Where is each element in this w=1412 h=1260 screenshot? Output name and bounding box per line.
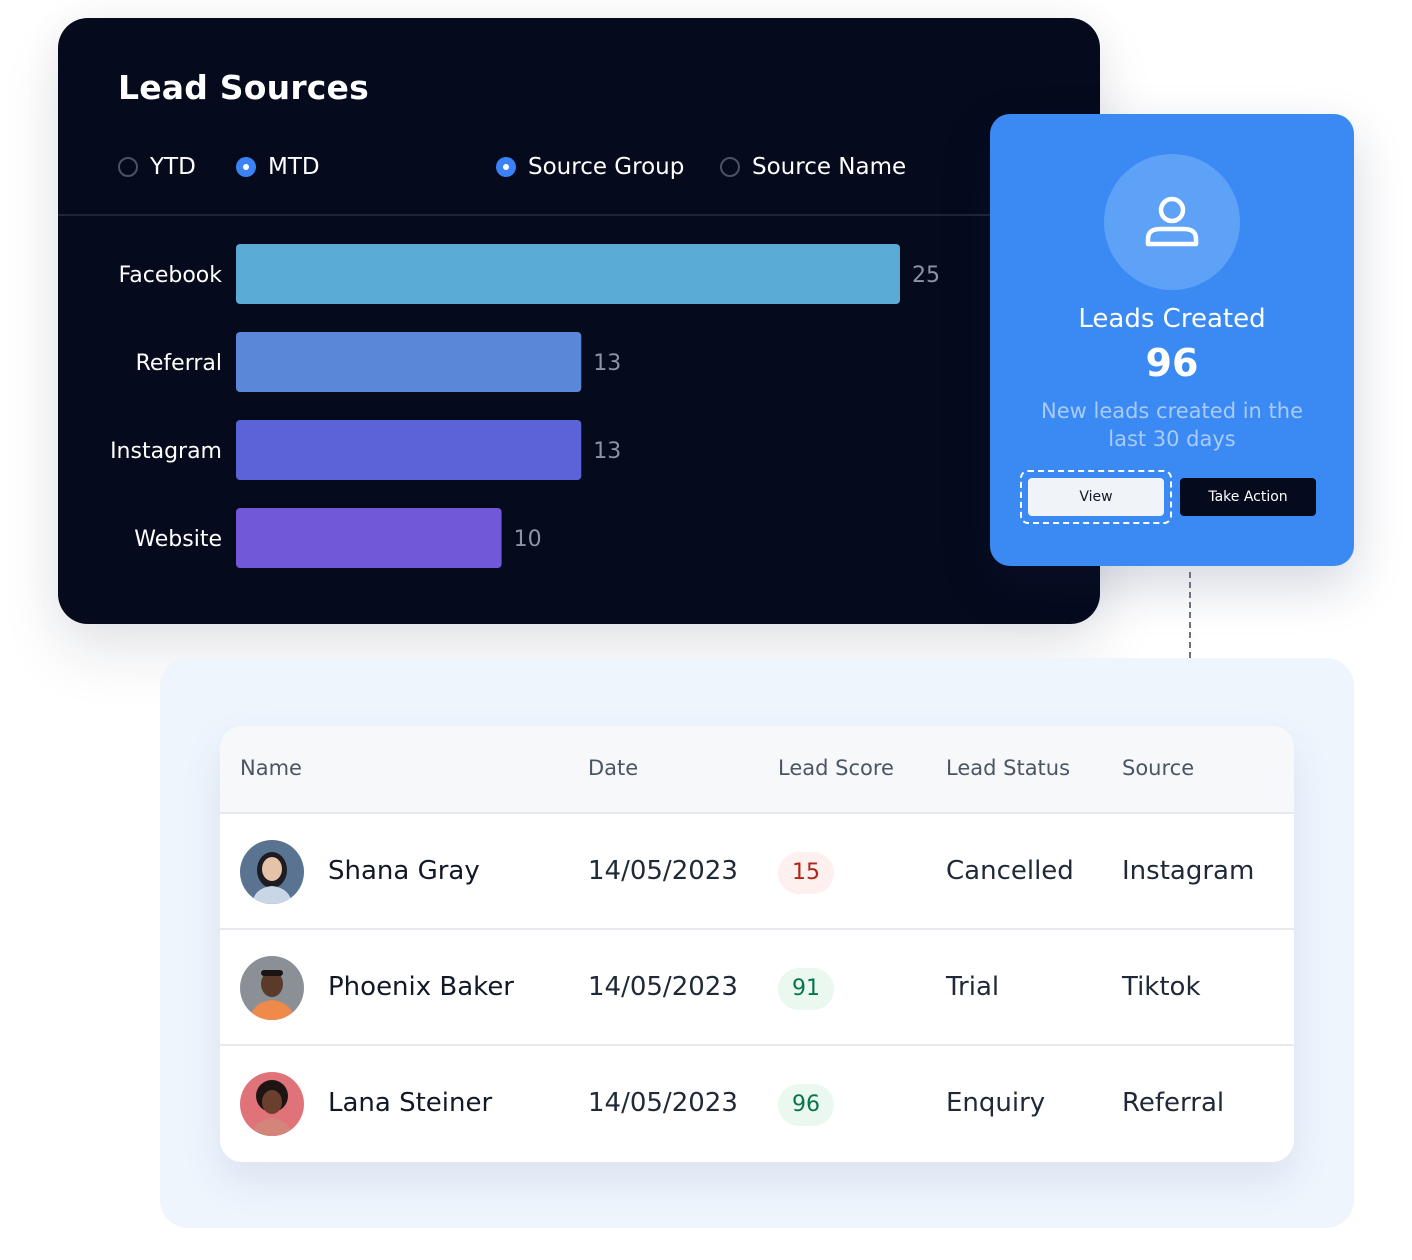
- row-date: 14/05/2023: [588, 972, 738, 1002]
- lead-score-badge: 15: [778, 852, 834, 894]
- radio-mtd-indicator[interactable]: [236, 157, 256, 177]
- avatar-shana-gray-image: [240, 840, 304, 904]
- bar-website[interactable]: [236, 508, 502, 568]
- lead-sources-panel: Lead Sources YTD MTD Source Group Source…: [58, 18, 1100, 624]
- row-name: Lana Steiner: [328, 1088, 493, 1118]
- avatar-phoenix-baker-image: [240, 956, 304, 1020]
- radio-mtd-label: MTD: [268, 154, 320, 180]
- bar-value-label: 13: [593, 439, 621, 464]
- row-date: 14/05/2023: [588, 856, 738, 886]
- avatar: [240, 840, 304, 904]
- bar-value-label: 10: [514, 527, 542, 552]
- table-row[interactable]: Shana Gray 14/05/2023 15 Cancelled Insta…: [220, 814, 1294, 930]
- row-name: Phoenix Baker: [328, 972, 514, 1002]
- lead-score-badge: 91: [778, 968, 834, 1010]
- bar-value-label: 25: [912, 263, 940, 288]
- view-button[interactable]: View: [1028, 478, 1164, 516]
- header-lead-score[interactable]: Lead Score: [778, 756, 894, 780]
- bar-value-label: 13: [593, 351, 621, 376]
- row-source: Referral: [1122, 1088, 1225, 1118]
- header-name[interactable]: Name: [240, 756, 302, 780]
- leads-table: Name Date Lead Score Lead Status Source …: [220, 726, 1294, 1162]
- panel-divider: [58, 214, 1100, 216]
- radio-mtd[interactable]: MTD: [236, 152, 320, 182]
- bar-facebook[interactable]: [236, 244, 900, 304]
- table-row[interactable]: Lana Steiner 14/05/2023 96 Enquiry Refer…: [220, 1046, 1294, 1162]
- leads-created-card: Leads Created 96 New leads created in th…: [990, 114, 1354, 566]
- header-date[interactable]: Date: [588, 756, 639, 780]
- view-button-focus-outline: [1020, 470, 1172, 524]
- row-status: Cancelled: [946, 856, 1074, 886]
- leads-created-description: New leads created in the last 30 days: [1041, 399, 1303, 451]
- leads-created-title: Leads Created: [1078, 304, 1266, 334]
- radio-ytd-label: YTD: [150, 154, 196, 180]
- bar-instagram[interactable]: [236, 420, 582, 480]
- radio-ytd[interactable]: YTD: [118, 152, 196, 182]
- panel-title: Lead Sources: [118, 68, 369, 107]
- connector-line: [1189, 572, 1191, 718]
- take-action-button[interactable]: Take Action: [1180, 478, 1316, 516]
- header-lead-status[interactable]: Lead Status: [946, 756, 1071, 780]
- radio-source-group-indicator[interactable]: [496, 157, 516, 177]
- lead-score-badge: 96: [778, 1084, 834, 1126]
- header-source[interactable]: Source: [1122, 756, 1195, 780]
- row-source: Instagram: [1122, 856, 1255, 886]
- leads-created-count: 96: [1145, 341, 1199, 385]
- user-icon: [1145, 196, 1199, 247]
- row-name: Shana Gray: [328, 856, 480, 886]
- bar-category-label: Instagram: [110, 439, 222, 464]
- avatar-lana-steiner-image: [240, 1072, 304, 1136]
- table-header-row: Name Date Lead Score Lead Status Source: [220, 726, 1294, 814]
- row-date: 14/05/2023: [588, 1088, 738, 1118]
- radio-source-name[interactable]: Source Name: [720, 152, 906, 182]
- radio-ytd-indicator[interactable]: [118, 157, 138, 177]
- radio-source-group[interactable]: Source Group: [496, 152, 684, 182]
- bar-category-label: Website: [134, 527, 222, 552]
- lead-sources-bar-chart: Facebook 25 Referral 13 Instagram 13 Website 10: [110, 244, 940, 568]
- bar-category-label: Facebook: [119, 263, 223, 288]
- bar-category-label: Referral: [136, 351, 222, 376]
- radio-source-group-label: Source Group: [528, 154, 685, 180]
- row-status: Enquiry: [946, 1088, 1046, 1118]
- avatar: [240, 1072, 304, 1136]
- avatar: [240, 956, 304, 1020]
- user-icon-circle: [1104, 154, 1240, 290]
- row-source: Tiktok: [1122, 972, 1201, 1002]
- radio-source-name-label: Source Name: [752, 154, 907, 180]
- row-status: Trial: [946, 972, 1000, 1002]
- radio-source-name-indicator[interactable]: [720, 157, 740, 177]
- table-row[interactable]: Phoenix Baker 14/05/2023 91 Trial Tiktok: [220, 930, 1294, 1046]
- bar-referral[interactable]: [236, 332, 582, 392]
